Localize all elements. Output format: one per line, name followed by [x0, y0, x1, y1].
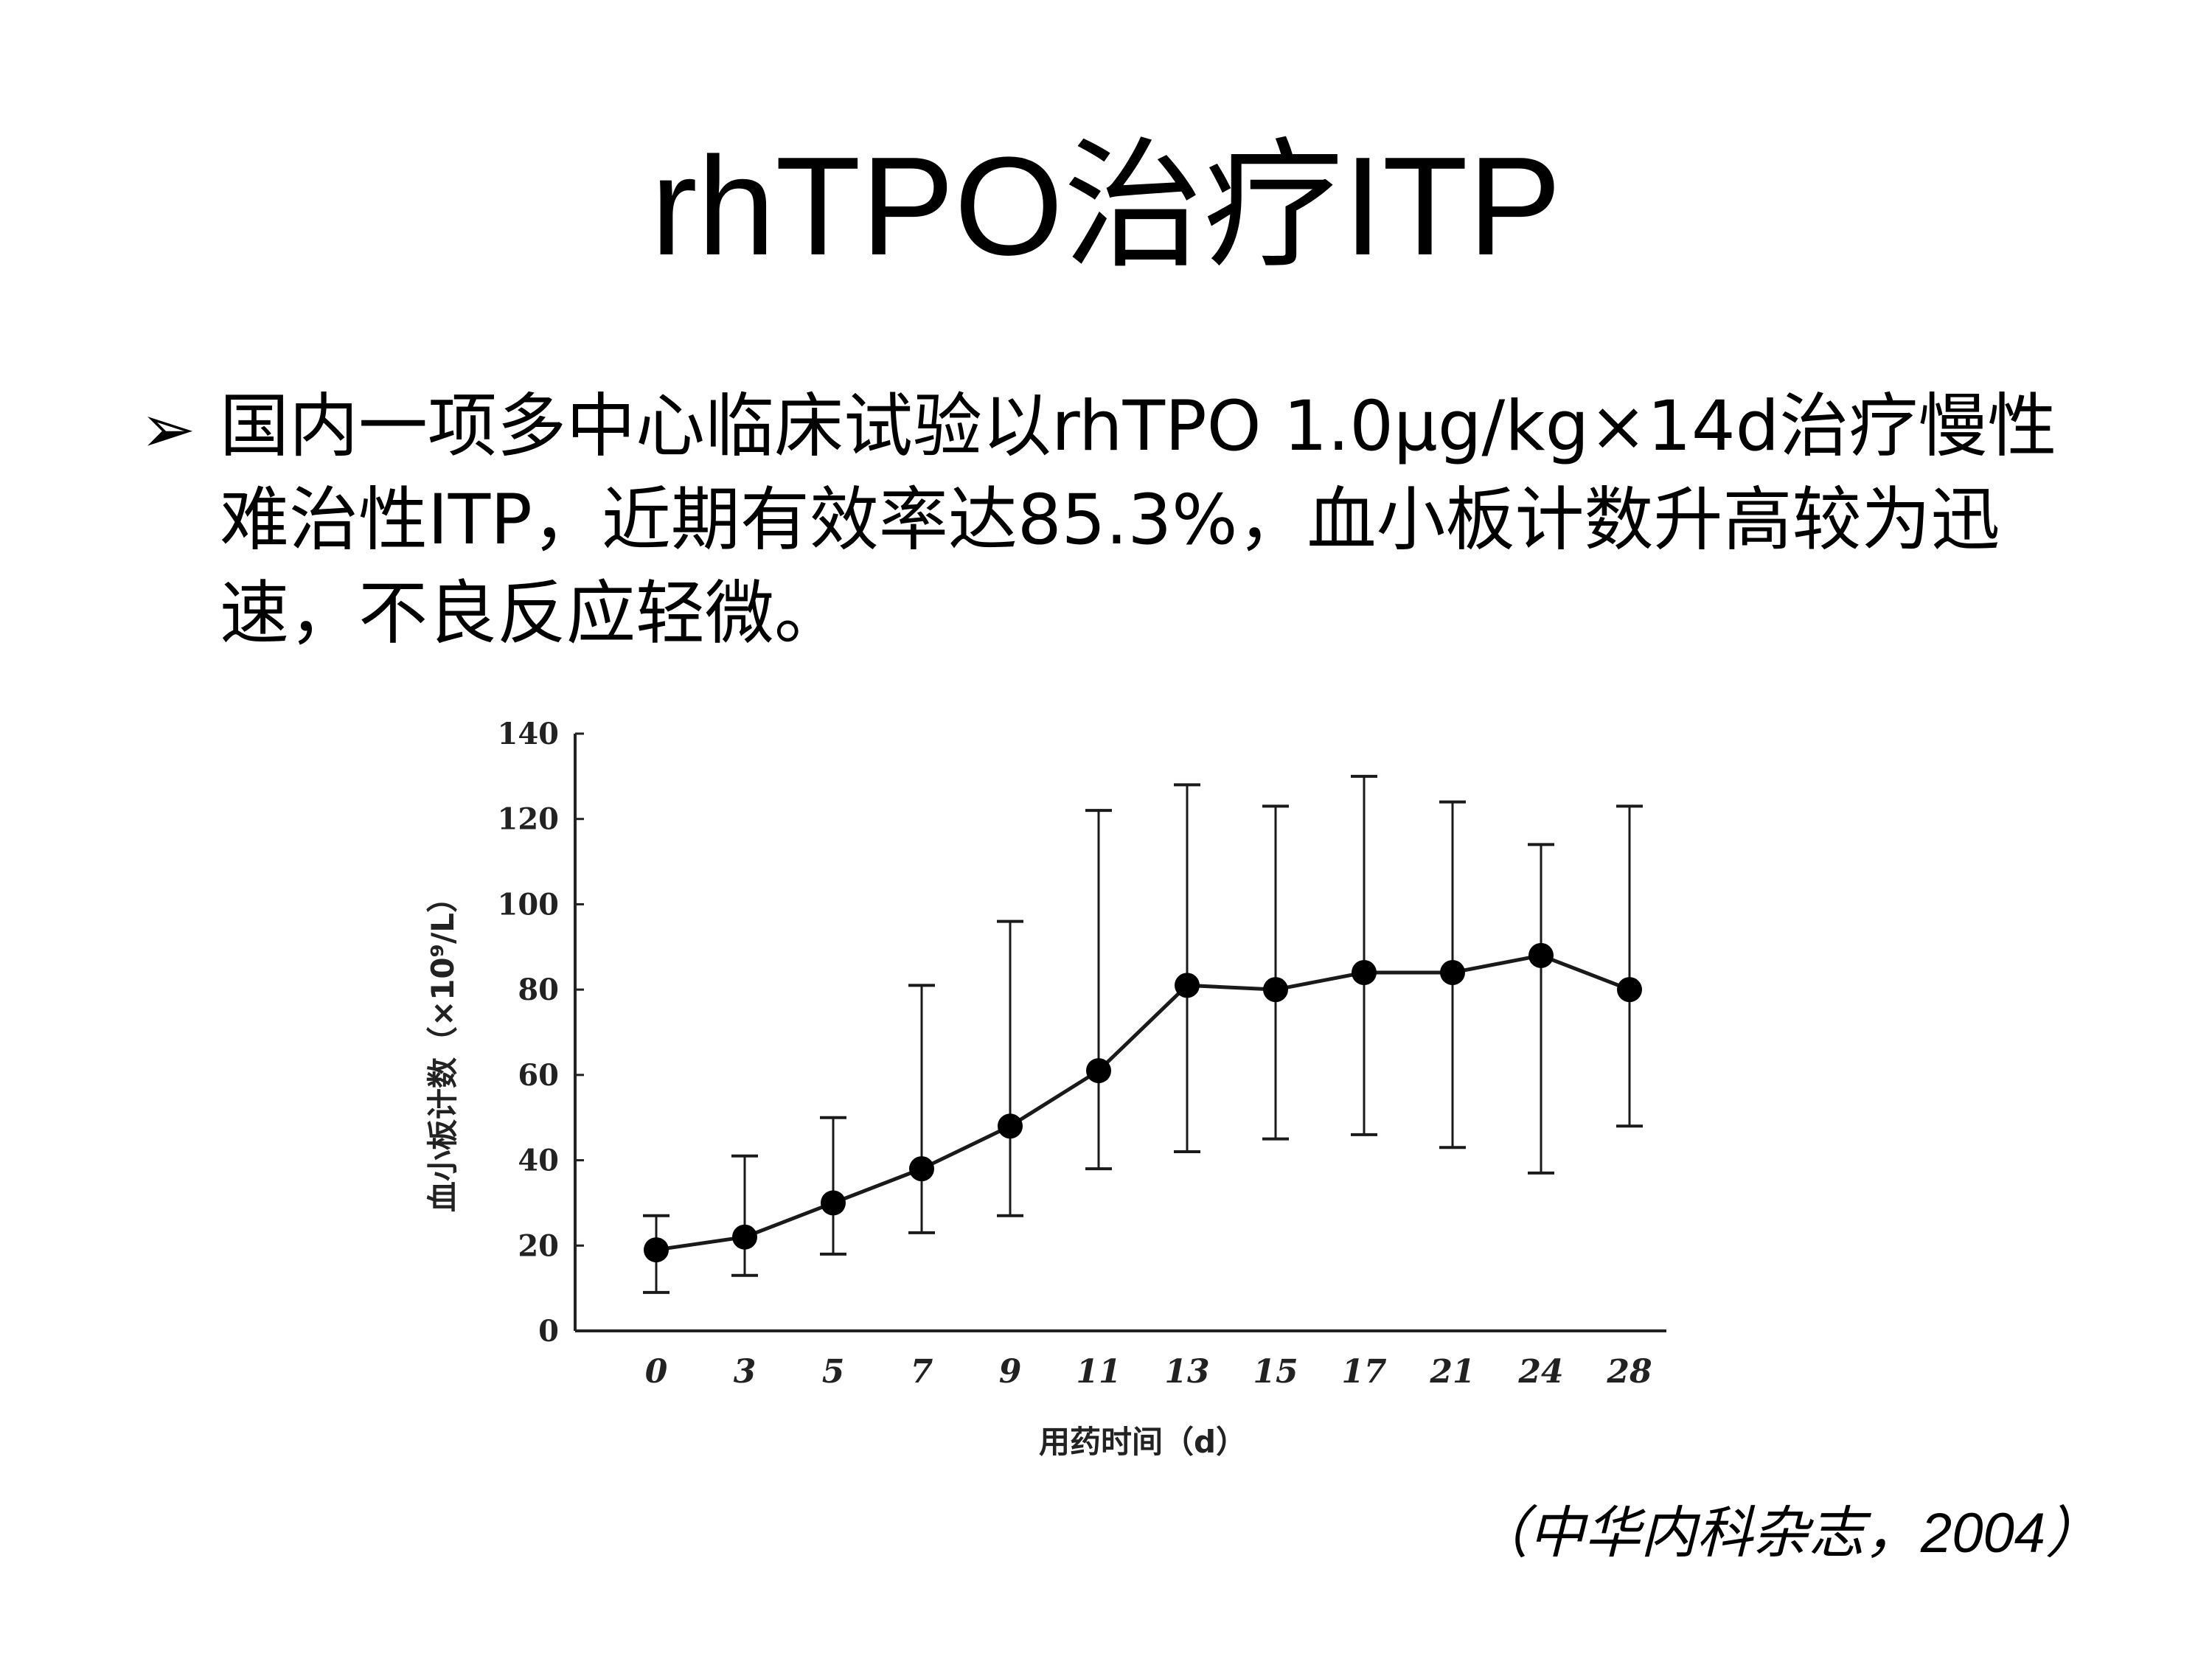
data-point	[1528, 942, 1554, 968]
x-tick-label: 24	[1517, 1353, 1563, 1391]
series-line	[655, 953, 1630, 1252]
chart-svg: 0 20 40 60 80 100 120 140 0 3 5 7 9 11 13 15 17 21 24 28 血…	[425, 717, 1666, 1460]
y-tick-label: 140	[498, 717, 560, 751]
x-tick-label: 21	[1429, 1353, 1475, 1391]
data-point	[909, 1156, 934, 1182]
y-ticks: 0 20 40 60 80 100 120 140	[498, 717, 584, 1349]
y-tick-label: 20	[518, 1228, 559, 1263]
y-tick-label: 0	[538, 1314, 559, 1349]
data-point	[998, 1113, 1023, 1139]
x-tick-label: 5	[822, 1353, 845, 1391]
x-axis-label: 用药时间（d）	[1039, 1424, 1247, 1460]
chart-axes	[574, 734, 1666, 1332]
x-ticks: 0 3 5 7 9 11 13 15 17 21 24 28	[645, 1353, 1652, 1391]
x-tick-label: 28	[1606, 1353, 1652, 1391]
x-tick-label: 7	[911, 1353, 933, 1391]
platelet-chart: 0 20 40 60 80 100 120 140 0 3 5 7 9 11 13 15 17 21 24 28 血…	[413, 693, 1696, 1467]
x-tick-label: 11	[1076, 1353, 1121, 1391]
series-line-group	[655, 953, 1630, 1252]
data-point	[732, 1224, 757, 1250]
x-tick-label: 9	[999, 1353, 1022, 1391]
data-point	[644, 1237, 669, 1263]
y-tick-label: 100	[498, 887, 560, 922]
data-markers	[644, 942, 1642, 1263]
data-point	[1617, 977, 1642, 1003]
data-point	[1440, 960, 1465, 985]
data-point	[1175, 973, 1200, 998]
y-axis-label: 血小板计数（×10⁹/L）	[425, 882, 461, 1212]
x-tick-label: 13	[1164, 1353, 1209, 1391]
data-point	[1263, 977, 1288, 1003]
error-bars	[643, 774, 1643, 1294]
data-point	[1086, 1058, 1111, 1084]
slide-title: rhTPO治疗ITP	[650, 128, 1562, 285]
x-tick-label: 0	[645, 1353, 668, 1391]
y-tick-label: 40	[518, 1144, 559, 1178]
data-point	[821, 1190, 846, 1216]
y-tick-label: 120	[498, 802, 560, 837]
bullet-text: 国内一项多中心临床试验以rhTPO 1.0μg/kg×14d治疗慢性难治性ITP…	[220, 386, 2057, 654]
y-tick-label: 60	[518, 1058, 559, 1093]
citation: （中华内科杂志，2004）	[1472, 1502, 2101, 1565]
y-tick-label: 80	[518, 973, 559, 1007]
x-tick-label: 15	[1253, 1353, 1298, 1391]
x-tick-label: 3	[734, 1353, 757, 1391]
arrow-bullet-icon: ➢	[140, 391, 196, 468]
x-tick-label: 17	[1341, 1353, 1387, 1391]
data-point	[1352, 960, 1377, 985]
